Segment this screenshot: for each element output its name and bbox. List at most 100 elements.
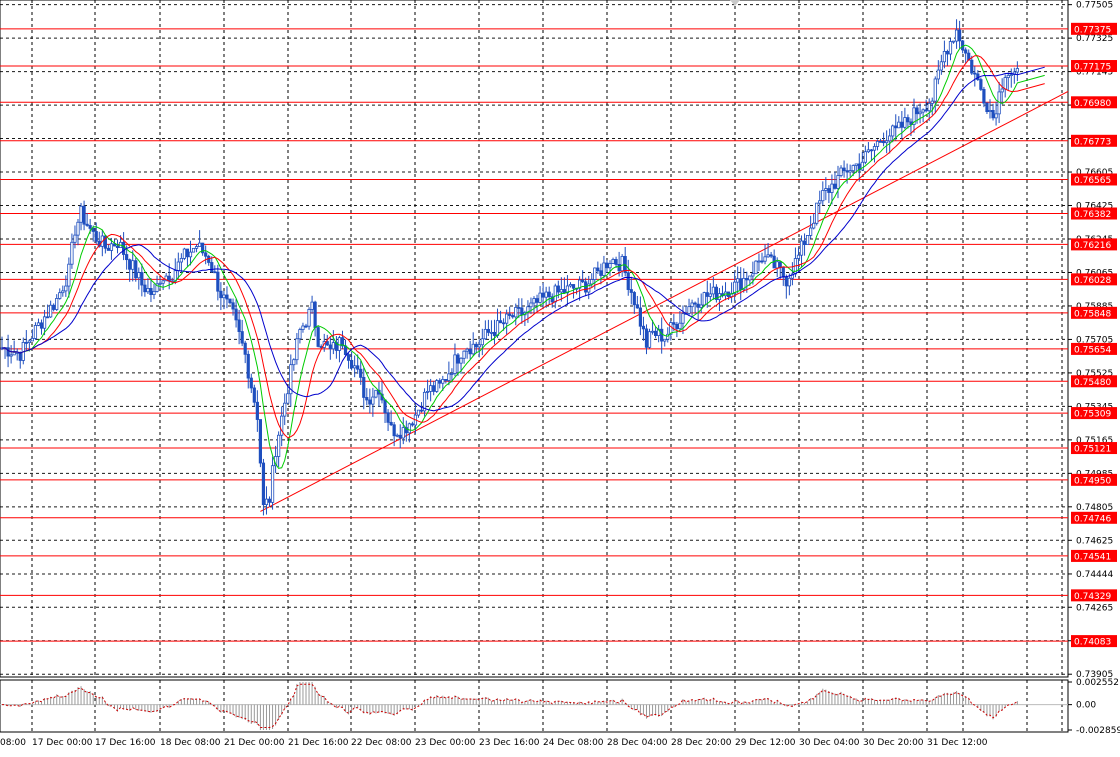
candle-body (24, 341, 28, 344)
candle-body (407, 423, 411, 434)
time-tick-label: 21 Dec 16:00 (288, 738, 349, 748)
candle-body (590, 279, 594, 285)
level-label-text: 0.74541 (1074, 552, 1111, 562)
candle-body (714, 286, 719, 300)
level-label-text: 0.76382 (1074, 210, 1111, 220)
candle-body (6, 347, 10, 357)
candle-body (161, 280, 165, 284)
candle-body (438, 380, 442, 384)
level-label-box (1071, 96, 1117, 109)
candle-body (809, 227, 813, 236)
candle-body (346, 354, 351, 361)
candle-body (742, 277, 746, 291)
candle-body (933, 78, 937, 102)
level-label-box (1071, 342, 1117, 355)
candle-body (450, 373, 454, 375)
indicator-panel[interactable] (0, 679, 1069, 733)
candle-body (353, 365, 357, 369)
time-axis: 08:00 17 Dec 00:00 17 Dec 16:00 18 Dec 08:0… (0, 738, 988, 748)
candle-body (681, 313, 685, 324)
candle-body (888, 135, 892, 142)
candle-body (343, 345, 348, 356)
candle-body (9, 354, 13, 357)
candle-body (85, 223, 89, 226)
candle-body (845, 170, 849, 173)
shift-marker-icon[interactable] (730, 0, 740, 6)
trendline-layer[interactable] (260, 91, 1069, 512)
candle-body (261, 462, 266, 506)
candle-body (763, 256, 767, 262)
candle-body (784, 276, 788, 287)
candle-body (733, 281, 737, 294)
level-label-text: 0.75654 (1074, 345, 1111, 355)
candle-body (416, 409, 421, 416)
candle-body (73, 234, 77, 243)
candle-body (839, 167, 843, 176)
indicator-tick-label: -0.002859 (1076, 726, 1120, 736)
candle-body (480, 338, 484, 346)
candle-body (42, 316, 47, 329)
candle-body (27, 340, 31, 343)
candle-body (39, 322, 44, 329)
candle-body (210, 262, 214, 273)
candle-body (596, 267, 600, 272)
candle-body (930, 100, 934, 104)
candle-body (775, 261, 779, 269)
candle-body (505, 313, 509, 324)
candle-body (690, 302, 694, 308)
candle-body (222, 294, 226, 299)
candle-body (833, 183, 837, 189)
candle-body (958, 29, 962, 42)
level-lines[interactable] (0, 28, 1068, 642)
candle-body (289, 364, 293, 395)
level-label-text: 0.76773 (1074, 137, 1111, 147)
candle-body (663, 338, 667, 342)
price-panel[interactable] (0, 0, 1069, 678)
candle-body (693, 302, 697, 305)
level-label-text: 0.75848 (1074, 309, 1111, 319)
candle-body (778, 261, 782, 268)
candle-body (128, 259, 132, 270)
level-label-box (1071, 442, 1117, 455)
level-label-box (1071, 238, 1117, 251)
candle-body (46, 316, 50, 319)
candle-body (182, 248, 186, 259)
price-tick-label: 0.77145 (1076, 68, 1113, 78)
candle-body (708, 293, 712, 297)
candle-body (191, 247, 196, 253)
candle-body (228, 298, 232, 304)
candle-body (650, 330, 655, 333)
level-label-text: 0.74950 (1074, 476, 1111, 486)
candle-body (617, 264, 621, 272)
candle-body (961, 40, 965, 51)
candle-body (754, 260, 758, 275)
candle-body (954, 29, 959, 42)
candle-body (429, 385, 433, 392)
trendline[interactable] (260, 91, 1069, 512)
candle-body (641, 325, 646, 330)
level-label-text: 0.76565 (1074, 176, 1111, 186)
candle-body (985, 102, 989, 112)
candle-body (201, 242, 205, 254)
candle-body (492, 331, 497, 336)
candle-body (757, 260, 761, 263)
candle-body (702, 292, 706, 306)
level-label-box (1071, 375, 1117, 388)
level-label-box (1071, 22, 1117, 35)
level-label-text: 0.75480 (1074, 378, 1111, 388)
candle-body (292, 359, 296, 366)
candle-body (49, 304, 53, 318)
candle-body (918, 111, 922, 115)
candle-body (571, 284, 576, 289)
candle-body (398, 434, 402, 439)
candle-body (553, 285, 557, 303)
candle-body (112, 243, 117, 247)
candle-body (608, 263, 612, 269)
candle-body (620, 256, 624, 272)
level-label-box (1071, 273, 1117, 286)
level-label-text: 0.76980 (1074, 99, 1111, 109)
candle-body (164, 275, 168, 282)
candle-body (848, 170, 852, 173)
candle-body (474, 343, 478, 348)
